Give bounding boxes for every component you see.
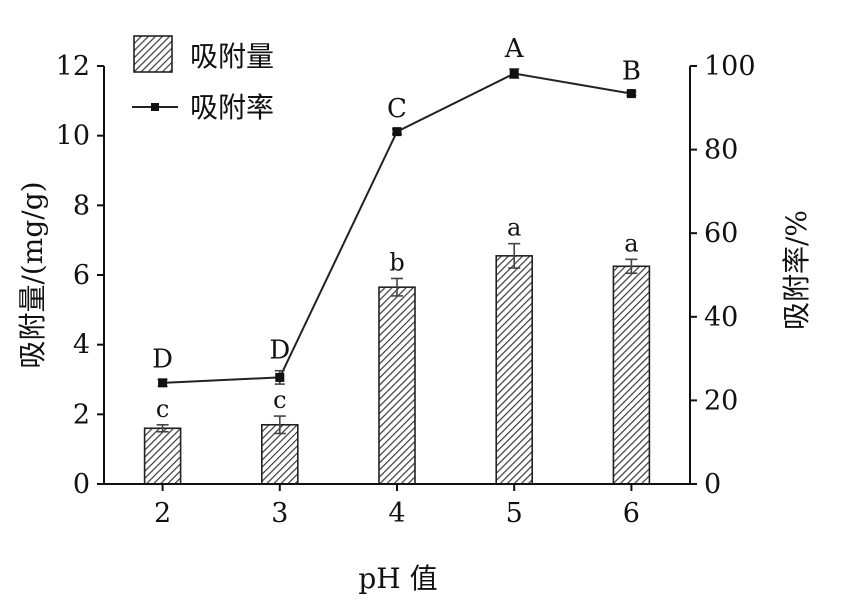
bar-significance-letter: b — [389, 248, 404, 276]
left-y-tick-label: 0 — [73, 469, 90, 500]
x-tick-label: 5 — [506, 498, 523, 529]
x-axis-title: pH 值 — [358, 562, 437, 595]
x-tick-label: 6 — [623, 498, 640, 529]
legend-bar-label: 吸附量 — [190, 40, 274, 73]
bar-ph-2 — [143, 427, 182, 485]
right-y-axis-title: 吸附率/% — [780, 210, 813, 330]
rate-point-ph-5 — [509, 69, 519, 79]
rate-significance-letter: D — [269, 336, 290, 366]
legend-bar-swatch — [133, 35, 173, 73]
bar-ph-6 — [612, 265, 651, 485]
left-y-tick-label: 2 — [73, 399, 90, 430]
bar-significance-letter: c — [156, 395, 169, 423]
legend-line-marker — [151, 103, 159, 111]
left-y-tick-label: 12 — [56, 51, 90, 82]
x-tick-label: 4 — [388, 498, 405, 529]
right-y-tick-label: 80 — [704, 135, 738, 166]
bar-significance-letter: c — [273, 386, 286, 414]
left-y-axis-title: 吸附量/(mg/g) — [16, 181, 49, 368]
left-y-tick-label: 10 — [56, 121, 90, 152]
left-y-tick-label: 6 — [73, 260, 90, 291]
right-y-tick-label: 0 — [704, 469, 721, 500]
rate-significance-letter: C — [387, 94, 407, 124]
x-tick-label: 3 — [271, 498, 288, 529]
rate-point-ph-4 — [392, 127, 402, 137]
right-y-tick-label: 20 — [704, 385, 738, 416]
x-tick-label: 2 — [154, 498, 171, 529]
legend-line-label: 吸附率 — [190, 91, 274, 124]
bar-ph-3 — [260, 423, 299, 485]
rate-point-ph-2 — [158, 378, 168, 388]
right-y-tick-label: 100 — [704, 51, 756, 82]
bar-ph-5 — [495, 255, 534, 485]
rate-significance-letter: A — [504, 34, 525, 64]
left-y-tick-label: 8 — [73, 190, 90, 221]
rate-significance-letter: B — [622, 56, 641, 86]
rate-significance-letter: D — [152, 345, 173, 375]
right-y-tick-label: 40 — [704, 302, 738, 333]
rate-point-ph-6 — [626, 89, 636, 99]
ticks-layer — [97, 65, 697, 491]
rate-point-ph-3 — [275, 372, 285, 382]
bar-significance-letter: a — [624, 229, 638, 257]
rate-line-layer: D D C A B — [152, 34, 641, 388]
left-y-tick-label: 4 — [73, 330, 90, 361]
right-y-tick-label: 60 — [704, 218, 738, 249]
bar-ph-4 — [378, 286, 416, 485]
bars-layer: c c b a a — [143, 214, 651, 485]
bar-significance-letter: a — [507, 214, 521, 242]
legend: 吸附量 吸附率 — [132, 35, 274, 124]
